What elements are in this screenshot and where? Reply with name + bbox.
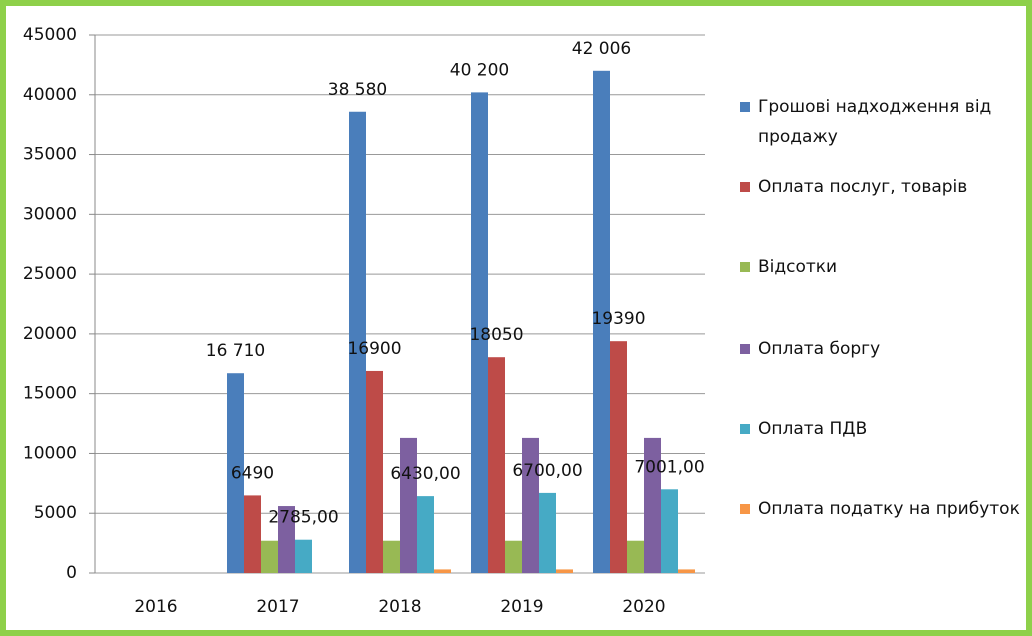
bar <box>227 373 244 573</box>
data-label: 42 006 <box>572 39 631 59</box>
bar <box>400 437 417 573</box>
bar <box>556 569 573 573</box>
legend-label: Грошові надходження від продажу <box>758 97 992 147</box>
y-tick-label: 20000 <box>23 324 77 344</box>
bar <box>434 569 451 573</box>
data-label: 19390 <box>591 309 645 329</box>
bar <box>610 341 627 573</box>
bar <box>295 539 312 573</box>
data-label: 16 710 <box>206 341 265 361</box>
legend-swatch <box>740 424 750 434</box>
y-tick-label: 10000 <box>23 443 77 463</box>
legend-label: Оплата боргу <box>758 339 881 359</box>
y-tick-label: 35000 <box>23 145 77 165</box>
legend-item: Відсотки <box>740 252 1025 282</box>
bar <box>593 70 610 574</box>
legend-item: Грошові надходження від продажу <box>740 92 1025 152</box>
bar <box>488 357 505 573</box>
data-label: 2785,00 <box>268 508 338 528</box>
bar <box>539 492 556 573</box>
y-tick-label: 25000 <box>23 264 77 284</box>
x-tick-label: 2018 <box>378 597 421 617</box>
data-label: 6490 <box>231 463 274 483</box>
bar <box>349 111 366 573</box>
x-tick-label: 2019 <box>500 597 543 617</box>
data-label: 7001,00 <box>634 457 704 477</box>
x-tick-label: 2017 <box>256 597 299 617</box>
bar <box>383 540 400 573</box>
data-label: 18050 <box>469 325 523 345</box>
y-tick-label: 40000 <box>23 85 77 105</box>
legend-label: Оплата ПДВ <box>758 419 868 439</box>
legend-label: Відсотки <box>758 257 838 277</box>
bar <box>627 540 644 573</box>
legend-label: Оплата податку на прибуток <box>758 499 1020 519</box>
legend-swatch <box>740 262 750 272</box>
x-tick-label: 2016 <box>134 597 177 617</box>
y-tick-label: 0 <box>66 563 77 583</box>
bar <box>505 540 522 573</box>
bar <box>661 489 678 573</box>
y-tick-label: 45000 <box>23 25 77 45</box>
bar <box>522 437 539 573</box>
data-label: 6700,00 <box>512 461 582 481</box>
y-tick-label: 30000 <box>23 204 77 224</box>
legend-label: Оплата послуг, товарів <box>758 177 968 197</box>
legend-swatch <box>740 504 750 514</box>
bar <box>366 370 383 573</box>
legend-item: Оплата послуг, товарів <box>740 172 1025 202</box>
legend-item: Оплата податку на прибуток <box>740 494 1025 524</box>
bar <box>471 92 488 574</box>
legend-swatch <box>740 344 750 354</box>
legend-item: Оплата ПДВ <box>740 414 1025 444</box>
legend-swatch <box>740 182 750 192</box>
y-tick-label: 15000 <box>23 384 77 404</box>
data-label: 38 580 <box>328 80 387 100</box>
x-tick-label: 2020 <box>622 597 665 617</box>
bar <box>678 569 695 573</box>
chart-background <box>6 6 1026 630</box>
legend-item: Оплата боргу <box>740 334 1025 364</box>
bar <box>244 495 261 573</box>
data-label: 6430,00 <box>390 464 460 484</box>
bar <box>278 506 295 573</box>
data-label: 40 200 <box>450 60 509 80</box>
bar <box>644 437 661 573</box>
data-label: 16900 <box>347 339 401 359</box>
bar <box>417 496 434 573</box>
bar <box>261 540 278 573</box>
y-tick-label: 5000 <box>34 503 77 523</box>
legend-swatch <box>740 102 750 112</box>
